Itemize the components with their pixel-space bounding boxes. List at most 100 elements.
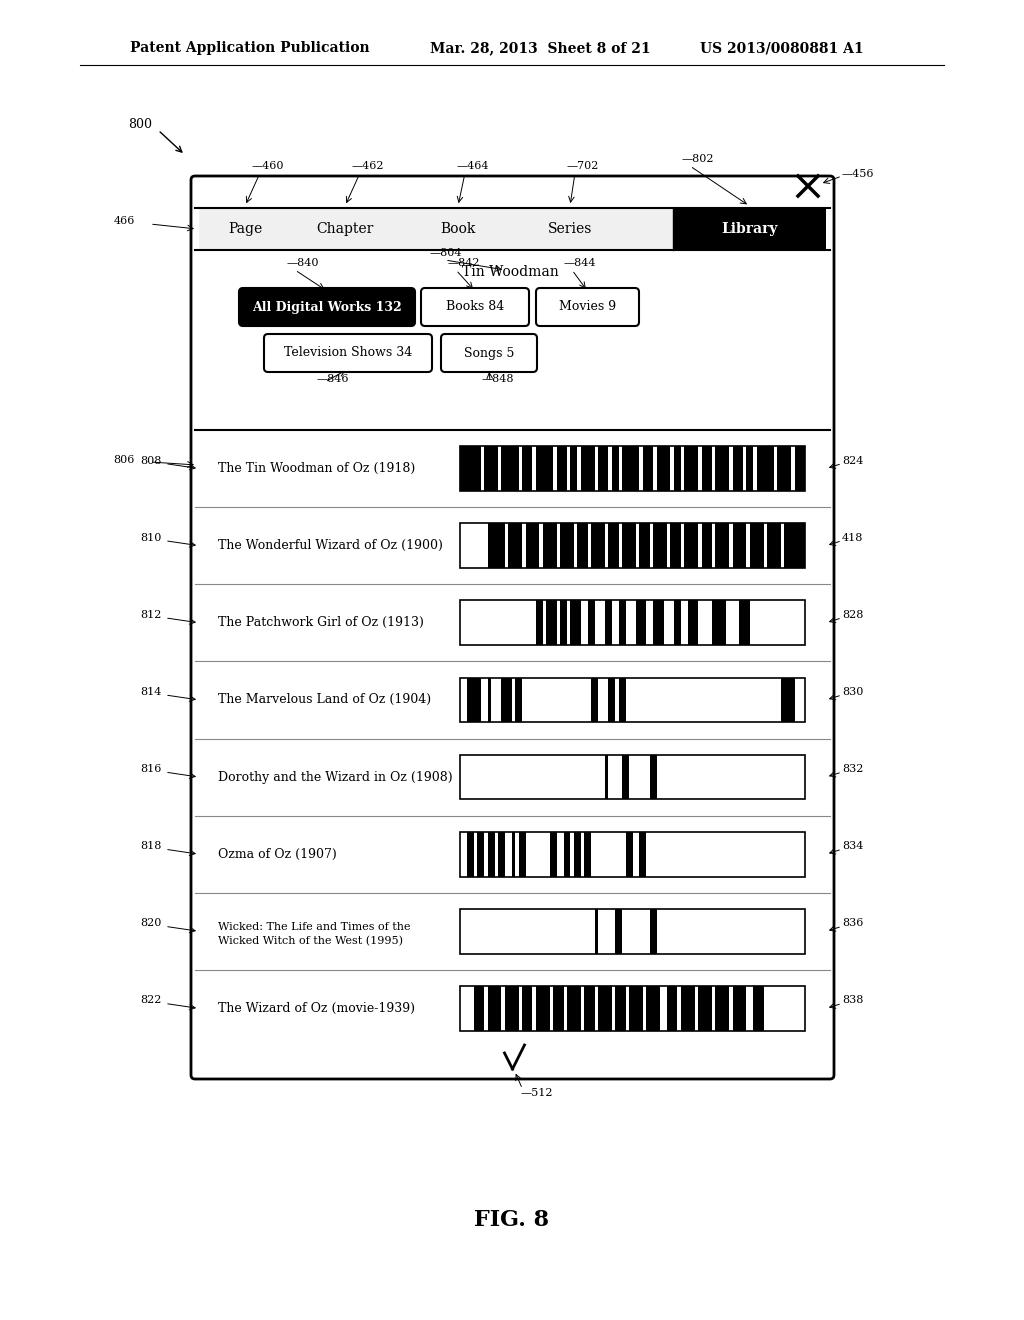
Bar — [536, 601, 543, 645]
Text: Mar. 28, 2013  Sheet 8 of 21: Mar. 28, 2013 Sheet 8 of 21 — [430, 41, 650, 55]
Bar — [460, 909, 805, 953]
Text: Wicked: The Life and Times of the: Wicked: The Life and Times of the — [218, 923, 411, 932]
Text: —842: —842 — [449, 257, 480, 268]
Bar — [795, 446, 805, 491]
Bar — [650, 755, 656, 800]
Bar — [639, 832, 646, 876]
Bar — [498, 832, 505, 876]
Bar — [698, 986, 712, 1031]
Text: All Digital Works 132: All Digital Works 132 — [252, 301, 401, 314]
Bar — [732, 446, 742, 491]
Bar — [560, 601, 567, 645]
Text: 418: 418 — [842, 533, 863, 543]
Text: 830: 830 — [842, 686, 863, 697]
Text: 466: 466 — [114, 216, 135, 226]
Bar — [595, 909, 598, 953]
Text: 812: 812 — [140, 610, 162, 620]
Bar — [618, 601, 626, 645]
Text: —512: —512 — [520, 1088, 553, 1098]
Bar — [460, 832, 805, 876]
Text: Chapter: Chapter — [316, 222, 374, 236]
Bar — [653, 601, 664, 645]
Bar — [536, 446, 553, 491]
Text: —802: —802 — [682, 154, 715, 164]
Bar — [199, 209, 826, 249]
Text: Songs 5: Songs 5 — [464, 346, 514, 359]
Text: Ozma of Oz (1907): Ozma of Oz (1907) — [218, 847, 337, 861]
Text: —702: —702 — [567, 161, 599, 172]
Bar — [585, 986, 595, 1031]
Text: 814: 814 — [140, 686, 162, 697]
Bar — [611, 446, 618, 491]
Bar — [674, 601, 681, 645]
Bar — [598, 986, 611, 1031]
Text: —844: —844 — [564, 257, 597, 268]
Bar — [546, 601, 557, 645]
Bar — [605, 755, 608, 800]
Bar — [474, 986, 484, 1031]
Text: Dorothy and the Wizard in Oz (1908): Dorothy and the Wizard in Oz (1908) — [218, 771, 453, 784]
Text: 822: 822 — [140, 995, 162, 1006]
Bar — [712, 601, 726, 645]
Text: 836: 836 — [842, 919, 863, 928]
Text: 800: 800 — [128, 119, 152, 132]
Bar — [543, 523, 557, 568]
Text: 806: 806 — [114, 455, 135, 465]
Text: Movies 9: Movies 9 — [559, 301, 616, 314]
Bar — [608, 523, 618, 568]
Text: FIG. 8: FIG. 8 — [474, 1209, 550, 1232]
Text: —460: —460 — [252, 161, 285, 172]
Bar — [460, 523, 805, 568]
Bar — [570, 446, 578, 491]
Text: —840: —840 — [287, 257, 319, 268]
Bar — [671, 523, 681, 568]
Bar — [777, 446, 792, 491]
Bar — [716, 986, 729, 1031]
Bar — [460, 986, 805, 1031]
Bar — [518, 832, 525, 876]
Text: 818: 818 — [140, 841, 162, 851]
Bar — [502, 677, 512, 722]
Text: 808: 808 — [140, 455, 162, 466]
Bar — [477, 832, 484, 876]
Bar — [623, 523, 636, 568]
Bar — [522, 446, 532, 491]
Bar — [750, 523, 764, 568]
Text: —456: —456 — [842, 169, 874, 180]
Text: —804: —804 — [430, 248, 463, 257]
Text: Patent Application Publication: Patent Application Publication — [130, 41, 370, 55]
Bar — [674, 446, 681, 491]
Bar — [701, 446, 712, 491]
Text: Page: Page — [228, 222, 262, 236]
Bar — [553, 986, 563, 1031]
Bar — [626, 832, 633, 876]
Bar — [567, 986, 581, 1031]
Text: 832: 832 — [842, 764, 863, 774]
Text: —848: —848 — [482, 374, 514, 384]
Text: 834: 834 — [842, 841, 863, 851]
Bar — [512, 832, 515, 876]
Text: 810: 810 — [140, 533, 162, 543]
Bar — [460, 446, 805, 491]
Text: —462: —462 — [352, 161, 384, 172]
Bar — [653, 523, 667, 568]
Text: The Marvelous Land of Oz (1904): The Marvelous Land of Oz (1904) — [218, 693, 431, 706]
Bar — [688, 601, 698, 645]
Bar — [781, 677, 795, 722]
Text: 824: 824 — [842, 455, 863, 466]
Bar — [615, 986, 626, 1031]
Bar — [578, 523, 588, 568]
Bar — [636, 601, 646, 645]
Bar — [673, 209, 826, 249]
Bar — [650, 909, 656, 953]
Bar — [487, 986, 502, 1031]
Bar — [784, 523, 798, 568]
Text: The Wonderful Wizard of Oz (1900): The Wonderful Wizard of Oz (1900) — [218, 539, 442, 552]
Text: —846: —846 — [317, 374, 349, 384]
Bar — [460, 601, 805, 645]
Bar — [623, 755, 629, 800]
Text: Wicked Witch of the West (1995): Wicked Witch of the West (1995) — [218, 936, 403, 946]
Bar — [798, 523, 805, 568]
Bar — [505, 986, 518, 1031]
Bar — [536, 986, 550, 1031]
